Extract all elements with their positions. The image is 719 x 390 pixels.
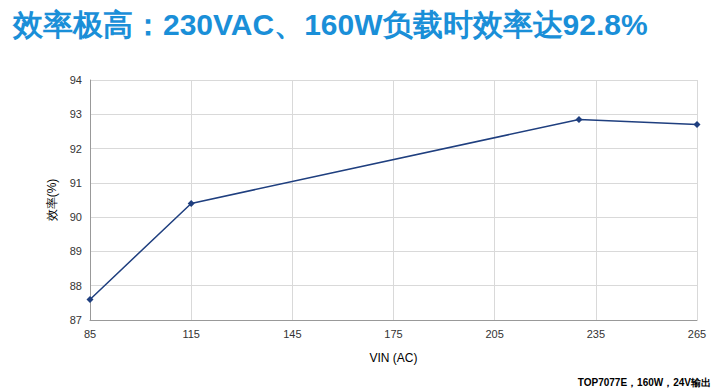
svg-text:265: 265	[688, 328, 706, 340]
svg-text:87: 87	[70, 314, 82, 326]
svg-text:145: 145	[283, 328, 301, 340]
svg-text:VIN (AC): VIN (AC)	[370, 351, 418, 365]
svg-text:TOP7077E，160W，24V输出: TOP7077E，160W，24V输出	[578, 377, 711, 388]
svg-text:效率(%): 效率(%)	[45, 179, 59, 222]
svg-text:115: 115	[182, 328, 200, 340]
svg-text:92: 92	[70, 143, 82, 155]
svg-text:94: 94	[70, 74, 82, 86]
svg-text:85: 85	[84, 328, 96, 340]
svg-text:89: 89	[70, 245, 82, 257]
svg-text:235: 235	[587, 328, 605, 340]
svg-text:205: 205	[485, 328, 503, 340]
svg-text:93: 93	[70, 108, 82, 120]
svg-text:效率极高：230VAC、160W负载时效率达92.8%: 效率极高：230VAC、160W负载时效率达92.8%	[12, 8, 648, 41]
svg-text:175: 175	[384, 328, 402, 340]
svg-text:91: 91	[70, 177, 82, 189]
svg-text:88: 88	[70, 280, 82, 292]
svg-text:90: 90	[70, 211, 82, 223]
